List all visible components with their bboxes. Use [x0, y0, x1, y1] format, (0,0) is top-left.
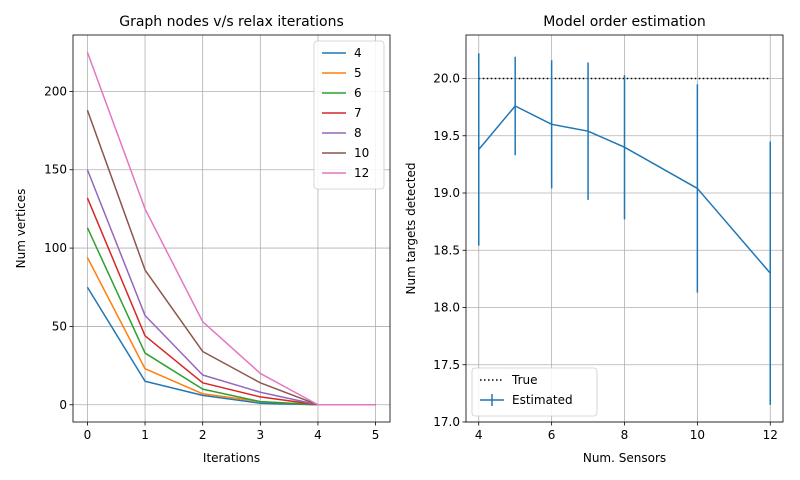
- y-tick-label: 50: [52, 319, 67, 333]
- x-tick-label: 12: [763, 428, 778, 442]
- legend: True Estimated: [471, 367, 598, 417]
- legend: 4 5 6 7 8 10 12: [313, 40, 385, 190]
- x-tick-label: 4: [475, 428, 483, 442]
- axes-frame: [72, 34, 391, 423]
- x-tick-label: 5: [372, 428, 380, 442]
- x-tick-label: 8: [621, 428, 629, 442]
- series-4: [86, 286, 376, 406]
- y-axis-label: Num vertices: [14, 189, 28, 269]
- series-6: [86, 227, 376, 406]
- plot-area: [478, 53, 771, 405]
- series-line: [86, 227, 376, 406]
- legend-label: 7: [354, 106, 362, 120]
- legend-label: 4: [354, 46, 362, 60]
- x-axis-label: Iterations: [203, 451, 260, 465]
- y-tick-label: 18.5: [433, 243, 460, 257]
- legend-label: 6: [354, 86, 362, 100]
- series-12: [86, 51, 376, 406]
- chart-model-order: 4 6 8 10 12 17.0 17.5 18.0 18.5 19.0 19.5 20.0 Model…: [404, 14, 784, 465]
- legend-label: 8: [354, 126, 362, 140]
- x-tick-label: 0: [84, 428, 92, 442]
- legend-frame: [313, 40, 385, 190]
- y-tick-label: 19.0: [433, 186, 460, 200]
- y-tick-label: 19.5: [433, 129, 460, 143]
- legend-frame: [471, 367, 598, 417]
- legend-label: Estimated: [512, 393, 573, 407]
- plot-area: [86, 51, 376, 406]
- x-tick-label: 3: [256, 428, 264, 442]
- y-tick-label: 17.0: [433, 415, 460, 429]
- x-tick-label: 1: [141, 428, 149, 442]
- series-line: [86, 286, 376, 406]
- series-8: [86, 169, 376, 406]
- x-tick-label: 6: [548, 428, 556, 442]
- y-axis-label: Num targets detected: [404, 162, 418, 294]
- legend-label: 5: [354, 66, 362, 80]
- series-estimated: [478, 53, 771, 405]
- legend-label: 10: [354, 146, 369, 160]
- y-tick-label: 0: [59, 398, 67, 412]
- y-tick-label: 17.5: [433, 358, 460, 372]
- x-tick-label: 2: [199, 428, 207, 442]
- legend-label: 12: [354, 166, 369, 180]
- y-tick-label: 150: [44, 163, 67, 177]
- x-axis-label: Num. Sensors: [583, 451, 666, 465]
- y-tick-label: 20.0: [433, 72, 460, 86]
- y-tick-label: 200: [44, 84, 67, 98]
- x-tick-label: 10: [690, 428, 705, 442]
- y-tick-label: 100: [44, 241, 67, 255]
- y-tick-label: 18.0: [433, 301, 460, 315]
- series-line: [86, 51, 376, 406]
- series-line: [86, 169, 376, 406]
- legend-label: True: [511, 373, 538, 387]
- x-tick-label: 4: [314, 428, 322, 442]
- chart-title: Model order estimation: [543, 14, 706, 30]
- chart-title: Graph nodes v/s relax iterations: [119, 14, 344, 30]
